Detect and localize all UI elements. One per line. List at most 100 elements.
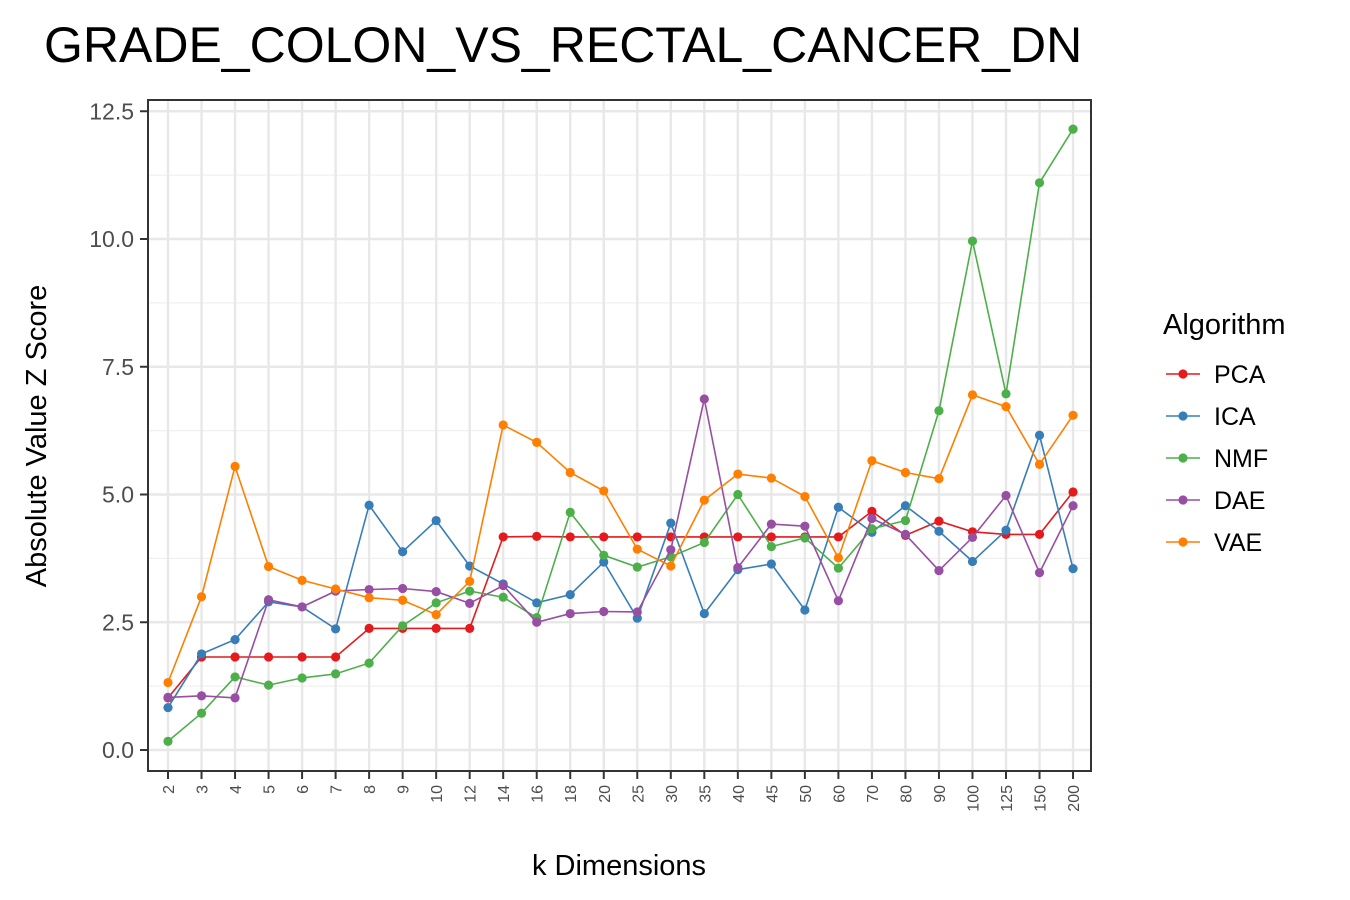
data-point [230, 635, 240, 645]
data-point [498, 532, 508, 542]
series-vae [163, 390, 1078, 688]
data-point [565, 590, 575, 600]
data-point [331, 584, 341, 594]
legend-item-dae: DAE [1166, 487, 1265, 515]
x-tick-label: 9 [396, 785, 413, 794]
x-tick-label: 7 [329, 785, 346, 794]
data-point [900, 515, 911, 526]
data-point [565, 608, 575, 619]
data-point [297, 575, 307, 585]
data-point [699, 495, 709, 505]
data-point [364, 500, 374, 510]
data-point [331, 624, 341, 634]
data-point [230, 693, 240, 703]
data-point [699, 537, 709, 548]
data-point [398, 621, 408, 631]
data-point [196, 592, 207, 602]
legend-label: NMF [1214, 445, 1268, 473]
data-point [632, 532, 642, 542]
x-tick-label: 18 [563, 785, 580, 803]
data-point [766, 532, 776, 542]
data-point [431, 598, 441, 608]
data-point [565, 532, 575, 542]
data-point [297, 652, 307, 662]
x-tick-label: 6 [295, 785, 312, 794]
data-point [1001, 402, 1011, 412]
data-point [800, 605, 810, 615]
data-point [498, 420, 508, 430]
data-point [967, 390, 978, 400]
data-point [833, 553, 844, 563]
data-point [1068, 124, 1078, 134]
data-point [967, 532, 978, 543]
data-point [398, 595, 408, 605]
legend-item-nmf: NMF [1166, 445, 1268, 473]
data-point [163, 692, 173, 702]
x-tick-label: 125 [999, 785, 1016, 812]
data-point [699, 394, 709, 404]
series-line [167, 398, 1074, 699]
x-tick-label: 35 [697, 785, 714, 803]
data-point [196, 708, 207, 718]
x-tick-label: 80 [898, 785, 915, 803]
data-point [364, 658, 374, 668]
x-tick-label: 40 [731, 785, 748, 803]
data-point [833, 532, 844, 542]
x-tick-label: 150 [1033, 785, 1050, 812]
y-tick-label: 0.0 [102, 737, 134, 763]
data-point [967, 556, 978, 567]
x-tick-label: 14 [496, 785, 513, 803]
data-point [465, 623, 475, 633]
data-point [1034, 459, 1045, 469]
x-tick-label: 50 [798, 785, 815, 803]
data-point [465, 598, 475, 608]
x-tick-label: 8 [362, 785, 379, 794]
data-point [532, 598, 542, 608]
data-point [867, 513, 877, 524]
series-line [167, 128, 1074, 742]
data-point [967, 236, 978, 246]
y-tick-label: 10.0 [89, 226, 134, 252]
data-point [900, 501, 911, 511]
x-tick-label: 90 [932, 785, 949, 803]
data-point [766, 519, 776, 529]
data-point [599, 606, 609, 617]
legend-key-point [1178, 453, 1188, 463]
legend-key-point [1178, 495, 1188, 505]
data-point [1068, 563, 1078, 574]
data-point [1034, 568, 1045, 578]
data-point [230, 672, 240, 682]
data-point [632, 607, 642, 617]
legend-key-point [1178, 411, 1188, 421]
series-line [167, 491, 1074, 699]
series-line [167, 393, 1074, 683]
series-nmf [163, 124, 1078, 746]
data-point [532, 617, 542, 627]
data-point [733, 532, 743, 542]
legend-title: Algorithm [1163, 309, 1286, 341]
chart-title: GRADE_COLON_VS_RECTAL_CANCER_DN [44, 17, 1082, 73]
data-point [599, 550, 609, 560]
data-point [666, 545, 676, 555]
y-axis: 0.0 2.5 5.0 7.5 10.0 12.5 [89, 98, 148, 763]
data-point [599, 532, 609, 542]
data-point [1034, 178, 1045, 188]
y-tick-label: 7.5 [102, 354, 134, 380]
data-point [833, 563, 844, 573]
data-point [263, 595, 274, 605]
x-axis-title: k Dimensions [532, 850, 706, 882]
legend-key-point [1178, 369, 1188, 379]
data-point [263, 652, 274, 662]
data-point [766, 473, 776, 483]
data-point [766, 542, 776, 552]
x-tick-label: 45 [764, 785, 781, 803]
legend-label: PCA [1214, 361, 1266, 389]
data-point [934, 516, 944, 526]
data-point [364, 584, 374, 595]
data-point [498, 592, 508, 602]
data-point [532, 531, 542, 542]
data-point [733, 489, 743, 500]
data-point [331, 652, 341, 662]
x-tick-label: 2 [161, 785, 178, 794]
